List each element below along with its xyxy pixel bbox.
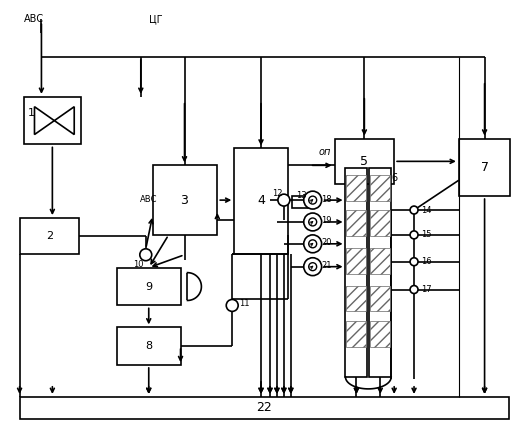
Circle shape xyxy=(410,258,418,266)
Bar xyxy=(346,321,367,347)
Bar xyxy=(345,168,367,377)
Circle shape xyxy=(410,206,418,214)
Bar xyxy=(459,138,510,196)
Circle shape xyxy=(309,218,317,226)
Bar xyxy=(346,286,367,311)
Bar xyxy=(117,268,180,306)
Text: 6: 6 xyxy=(391,173,397,183)
Text: 14: 14 xyxy=(421,206,431,214)
Text: 16: 16 xyxy=(421,257,431,266)
Bar xyxy=(334,138,394,184)
Circle shape xyxy=(226,299,238,311)
Bar xyxy=(370,210,390,236)
Text: АВС: АВС xyxy=(140,194,158,204)
Text: 12: 12 xyxy=(272,189,282,197)
Text: 17: 17 xyxy=(421,285,431,294)
Text: 11: 11 xyxy=(239,299,249,308)
Bar xyxy=(370,175,390,201)
Text: 2: 2 xyxy=(46,231,53,241)
Bar xyxy=(346,210,367,236)
Text: 21: 21 xyxy=(321,261,332,270)
Bar xyxy=(370,321,390,347)
Bar xyxy=(234,148,288,254)
Circle shape xyxy=(410,286,418,293)
Text: 7: 7 xyxy=(480,161,489,174)
Text: 1: 1 xyxy=(28,108,35,118)
Text: 18: 18 xyxy=(321,194,332,204)
Text: 10: 10 xyxy=(133,260,144,269)
Circle shape xyxy=(278,194,290,206)
Text: 5: 5 xyxy=(360,155,368,168)
Circle shape xyxy=(304,235,322,253)
Text: оп: оп xyxy=(318,148,331,158)
Bar xyxy=(117,327,180,365)
Bar xyxy=(292,196,308,208)
Circle shape xyxy=(309,240,317,248)
Bar xyxy=(20,218,79,254)
Circle shape xyxy=(410,231,418,239)
Text: 4: 4 xyxy=(257,194,265,207)
Circle shape xyxy=(309,196,317,204)
Bar xyxy=(369,168,391,377)
Polygon shape xyxy=(34,107,54,135)
Text: 20: 20 xyxy=(321,238,332,247)
Polygon shape xyxy=(54,107,74,135)
Bar xyxy=(20,397,509,419)
Text: 8: 8 xyxy=(145,341,152,351)
Circle shape xyxy=(304,258,322,276)
Text: 22: 22 xyxy=(256,401,272,414)
Text: 3: 3 xyxy=(180,194,188,207)
Circle shape xyxy=(309,263,317,271)
Text: 15: 15 xyxy=(421,230,431,240)
Text: ЦГ: ЦГ xyxy=(149,14,162,24)
Text: 19: 19 xyxy=(321,217,332,226)
Text: 13: 13 xyxy=(296,191,307,200)
Bar xyxy=(370,248,390,273)
Bar xyxy=(153,165,217,235)
Bar xyxy=(346,248,367,273)
Circle shape xyxy=(304,191,322,209)
Circle shape xyxy=(304,213,322,231)
Text: 9: 9 xyxy=(145,282,152,292)
Text: АВС: АВС xyxy=(24,14,44,24)
Bar xyxy=(370,286,390,311)
Circle shape xyxy=(140,249,152,261)
Bar xyxy=(346,175,367,201)
Bar xyxy=(24,97,81,145)
